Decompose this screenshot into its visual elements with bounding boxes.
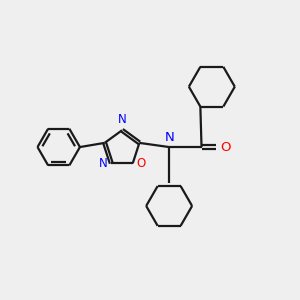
Text: N: N — [164, 130, 174, 143]
Text: N: N — [118, 113, 126, 126]
Text: O: O — [136, 157, 146, 170]
Text: N: N — [99, 157, 107, 170]
Text: O: O — [220, 141, 230, 154]
